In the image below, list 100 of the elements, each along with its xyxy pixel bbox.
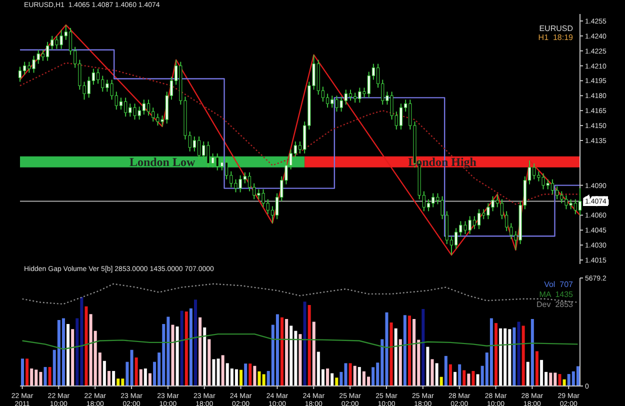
bar: [476, 374, 480, 386]
bar: [280, 317, 284, 386]
candlestick: [41, 49, 45, 62]
bar: [48, 366, 52, 386]
candlestick: [96, 68, 100, 84]
bar: [490, 318, 493, 386]
bar: [221, 355, 224, 386]
bar: [298, 334, 302, 386]
bar: [540, 360, 544, 386]
bar: [244, 364, 248, 386]
bar: [21, 358, 24, 386]
candlestick: [477, 208, 481, 230]
bar: [412, 319, 416, 386]
bar: [126, 362, 129, 386]
bar: [562, 379, 566, 386]
bar: [326, 368, 330, 386]
bar: [458, 364, 462, 386]
bar: [494, 323, 498, 386]
bar: [84, 306, 88, 386]
bar: [148, 373, 152, 386]
bar: [526, 362, 530, 386]
bar: [240, 370, 243, 386]
bar: [194, 300, 198, 386]
bar: [348, 363, 352, 386]
bar: [216, 358, 220, 386]
bar: [144, 368, 147, 386]
candlestick: [399, 103, 403, 130]
bar: [30, 368, 34, 386]
bar: [398, 339, 402, 386]
bar: [176, 326, 179, 386]
bar: [535, 351, 538, 386]
line-series: [22, 333, 578, 350]
bar: [335, 378, 338, 386]
text: MA 1435: [538, 290, 573, 300]
bar: [285, 319, 288, 386]
bar: [189, 308, 192, 386]
bar: [472, 370, 475, 386]
bar: [303, 302, 306, 386]
bar: [26, 358, 29, 386]
bar: [171, 324, 174, 386]
bar: [262, 374, 266, 386]
bar: [62, 318, 65, 386]
bar: [353, 366, 356, 386]
candlestick: [550, 178, 554, 195]
candlestick: [46, 41, 50, 62]
bar: [44, 366, 47, 386]
bar: [390, 322, 393, 386]
bar: [422, 308, 425, 386]
candlestick: [426, 198, 430, 212]
bar: [448, 364, 452, 386]
bar: [198, 317, 202, 386]
candlestick: [555, 186, 559, 200]
bar: [312, 322, 316, 386]
bar: [308, 304, 311, 386]
bar: [454, 372, 457, 386]
bar: [248, 364, 252, 386]
candlestick: [578, 188, 582, 216]
bar: [130, 350, 134, 386]
bar: [208, 339, 211, 386]
bar: [290, 326, 293, 386]
bar: [112, 370, 116, 386]
bar: [276, 314, 279, 386]
bar: [549, 372, 552, 386]
bar: [180, 310, 184, 386]
candlestick: [197, 136, 201, 160]
candlestick: [326, 93, 330, 108]
bar: [344, 363, 348, 386]
bar: [358, 366, 361, 386]
annotation: H1 18:19: [538, 33, 573, 42]
bar: [102, 360, 106, 386]
bar: [440, 376, 443, 386]
band-label: London Low: [129, 155, 196, 170]
candlestick: [18, 66, 22, 82]
bar: [340, 372, 343, 386]
bar: [116, 378, 120, 386]
bar: [444, 356, 448, 386]
bar: [134, 357, 138, 386]
bar: [108, 370, 111, 386]
bar: [330, 373, 334, 386]
bar: [403, 315, 406, 386]
bar: [408, 316, 411, 386]
bar: [394, 328, 398, 386]
bar: [499, 328, 502, 386]
text: Vol 707: [543, 280, 573, 290]
candlestick: [146, 99, 150, 116]
bar: [234, 369, 238, 386]
bar: [435, 363, 438, 386]
bar: [462, 370, 466, 386]
bar: [576, 366, 580, 386]
series-label: Dev 2853: [536, 300, 573, 310]
bar: [71, 329, 74, 386]
bar: [517, 322, 520, 386]
bar: [139, 369, 142, 386]
bar: [203, 327, 206, 386]
bar: [522, 326, 525, 386]
bar: [430, 359, 434, 386]
bar: [426, 346, 430, 386]
bar: [253, 366, 256, 386]
bar: [184, 311, 188, 386]
bar: [530, 319, 534, 386]
